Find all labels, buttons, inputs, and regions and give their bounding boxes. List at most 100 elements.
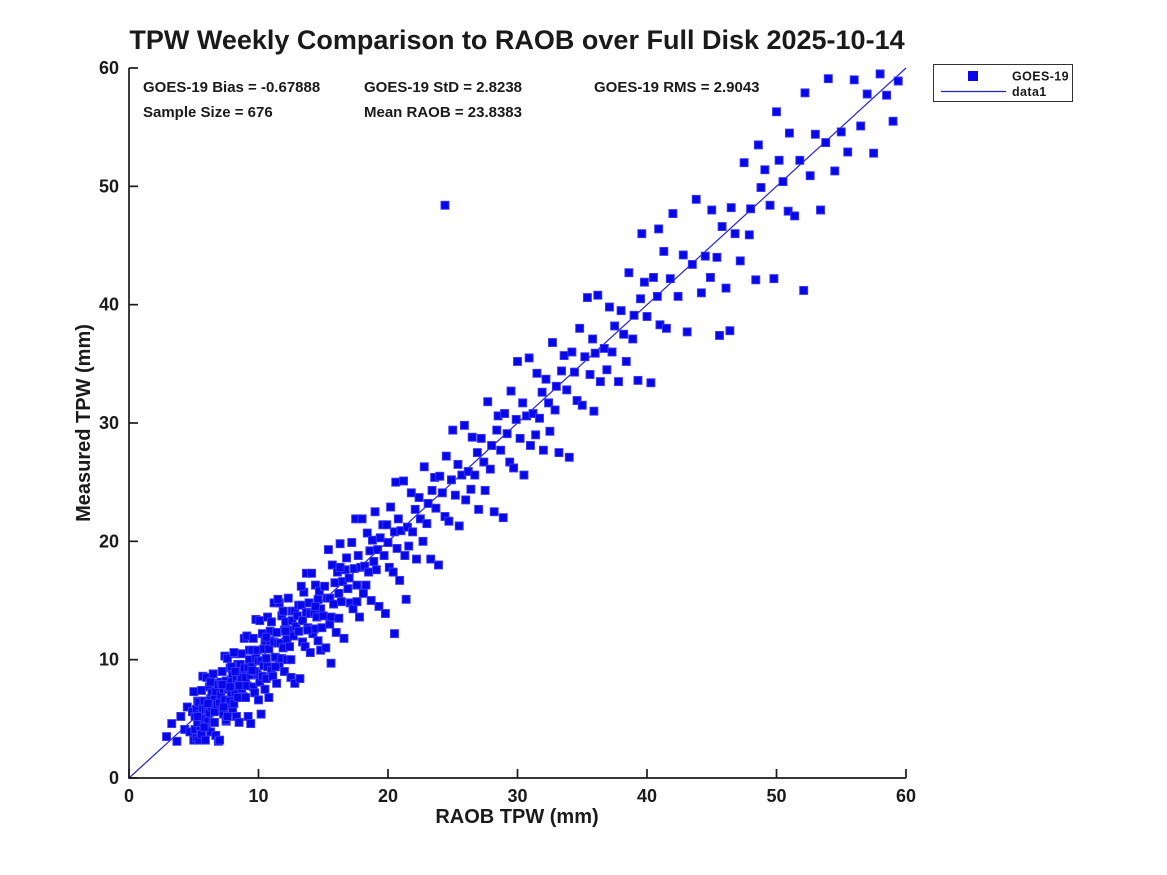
data-point — [544, 398, 554, 408]
data-point — [715, 330, 724, 340]
data-point — [572, 396, 582, 405]
data-point — [646, 378, 656, 388]
data-point — [193, 712, 203, 721]
data-point — [795, 155, 805, 165]
data-point — [739, 158, 749, 168]
data-point — [535, 413, 544, 423]
data-point — [399, 476, 408, 486]
data-point — [237, 649, 247, 659]
data-point — [678, 250, 688, 260]
data-point — [261, 654, 271, 663]
data-point — [335, 539, 345, 549]
data-point — [888, 116, 898, 126]
data-point — [665, 274, 675, 284]
data-point — [810, 129, 820, 139]
data-point — [607, 347, 617, 357]
data-point — [519, 470, 529, 480]
data-point — [189, 687, 199, 697]
data-point — [800, 88, 810, 98]
data-point — [267, 617, 276, 627]
data-point — [441, 451, 451, 461]
data-point — [167, 719, 177, 729]
data-point — [334, 613, 344, 623]
data-point — [402, 522, 412, 532]
data-point — [412, 554, 421, 564]
data-point — [765, 200, 775, 210]
data-point — [706, 273, 715, 282]
data-point — [661, 323, 671, 333]
data-point — [323, 545, 333, 555]
data-point — [318, 611, 328, 621]
data-point — [466, 484, 476, 494]
data-point — [326, 658, 336, 668]
data-point — [642, 312, 652, 321]
data-point — [518, 398, 528, 408]
data-point — [785, 128, 794, 138]
data-point — [707, 205, 717, 215]
data-point — [577, 400, 587, 410]
data-point — [241, 693, 251, 702]
data-point — [700, 251, 710, 261]
data-point — [447, 475, 456, 485]
data-point — [365, 546, 375, 556]
data-point — [557, 366, 566, 376]
data-point — [564, 452, 574, 462]
data-point — [320, 581, 329, 591]
data-point — [721, 283, 731, 293]
data-point — [836, 127, 846, 137]
data-point — [215, 735, 225, 745]
data-point — [404, 541, 414, 551]
data-point — [418, 536, 428, 546]
data-point — [234, 681, 244, 691]
data-point — [595, 377, 605, 387]
data-point — [790, 211, 800, 221]
data-point — [459, 420, 469, 430]
x-axis-label: RAOB TPW (mm) — [435, 806, 598, 828]
legend-box — [933, 64, 1073, 102]
data-point — [248, 633, 258, 643]
data-point — [199, 722, 209, 732]
data-point — [374, 601, 384, 611]
data-point — [352, 580, 362, 590]
data-point — [882, 90, 892, 100]
data-point — [294, 626, 304, 636]
data-point — [272, 628, 282, 637]
data-point — [254, 695, 263, 705]
data-point — [588, 334, 598, 344]
data-point — [769, 274, 779, 284]
data-point — [751, 275, 761, 285]
data-point — [314, 586, 324, 596]
data-point — [541, 374, 551, 384]
data-point — [816, 205, 825, 215]
data-point — [485, 464, 495, 474]
data-point — [624, 268, 634, 278]
stat-mean-raob: Mean RAOB = 23.8383 — [364, 104, 522, 121]
data-point — [305, 648, 315, 658]
y-axis-label: Measured TPW (mm) — [73, 324, 95, 522]
data-point — [347, 538, 357, 547]
data-point — [570, 367, 579, 377]
data-point — [272, 678, 282, 688]
data-point — [590, 348, 600, 358]
legend-label-goes19: GOES-19 — [1012, 70, 1069, 84]
data-point — [778, 177, 788, 187]
data-point — [225, 682, 235, 692]
x-axis-ticks — [128, 769, 907, 778]
data-point — [619, 329, 629, 339]
data-point — [375, 533, 385, 543]
data-point — [602, 365, 612, 375]
data-point — [197, 685, 206, 695]
x-tick-label: 20 — [378, 786, 398, 806]
y-tick-label: 0 — [109, 768, 119, 788]
data-point — [515, 433, 525, 443]
data-point — [217, 667, 227, 676]
data-point — [437, 488, 447, 498]
data-point — [628, 334, 638, 344]
stat-std: GOES-19 StD = 2.8238 — [364, 79, 522, 96]
data-point — [390, 629, 399, 639]
data-point — [649, 273, 658, 282]
data-point — [545, 426, 555, 436]
scatter-series-goes19 — [162, 69, 903, 746]
data-point — [575, 323, 585, 333]
data-point — [668, 209, 678, 219]
